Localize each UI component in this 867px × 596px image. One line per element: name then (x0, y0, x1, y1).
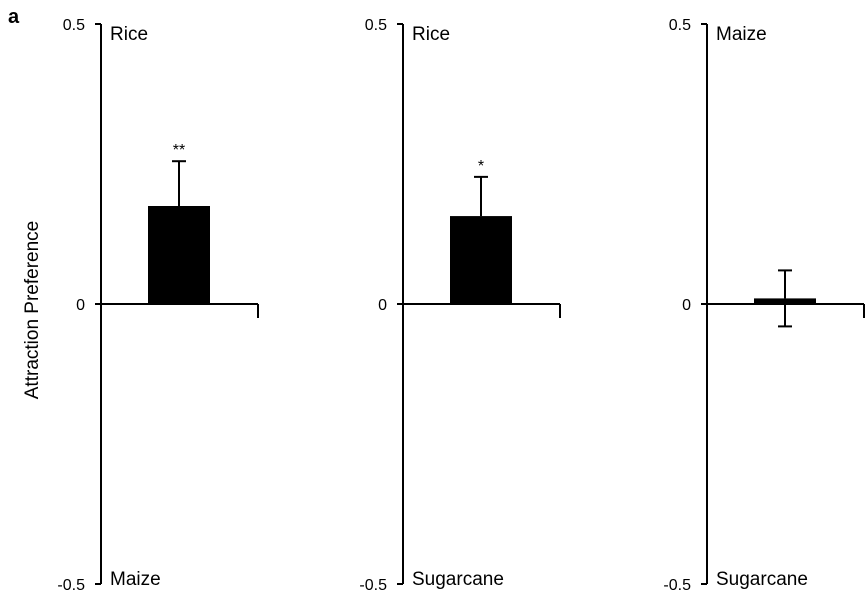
top-preference-label: Rice (412, 24, 450, 45)
bar (450, 216, 512, 304)
y-tick-label: 0.5 (63, 17, 85, 34)
top-preference-label: Rice (110, 24, 148, 45)
bottom-preference-label: Sugarcane (412, 569, 504, 590)
significance-label: ** (173, 142, 185, 159)
y-tick-label: 0 (378, 297, 387, 314)
y-tick-label: 0.5 (669, 17, 691, 34)
y-tick-label: -0.5 (57, 577, 85, 594)
bar (148, 206, 210, 304)
significance-label: * (478, 158, 484, 175)
y-tick-label: -0.5 (359, 577, 387, 594)
bottom-preference-label: Maize (110, 569, 161, 590)
y-tick-label: 0.5 (365, 17, 387, 34)
y-tick-label: 0 (76, 297, 85, 314)
panel-letter: a (8, 6, 20, 28)
y-tick-label: 0 (682, 297, 691, 314)
top-preference-label: Maize (716, 24, 767, 45)
bottom-preference-label: Sugarcane (716, 569, 808, 590)
y-tick-label: -0.5 (663, 577, 691, 594)
